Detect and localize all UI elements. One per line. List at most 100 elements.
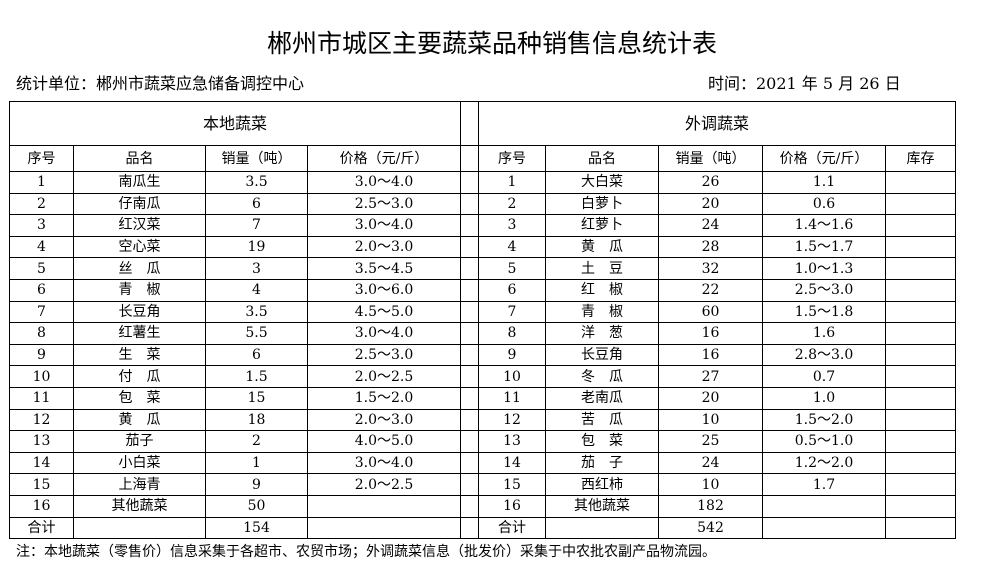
cell: 2.8～3.0: [762, 343, 886, 367]
cell: [460, 101, 479, 146]
cell: 序号: [478, 145, 546, 172]
cell: 1.5～1.8: [762, 300, 886, 324]
cell: 10: [9, 365, 74, 388]
cell: 付 瓜: [73, 365, 206, 388]
row: 15 上海青 9 2.0～2.5 15 西红柿 10 1.7: [9, 473, 956, 496]
cell: 品名: [545, 145, 659, 172]
cell: 11: [478, 386, 546, 410]
row: 2 仔南瓜 6 2.5～3.0 2 白萝卜 20 0.6: [9, 192, 956, 216]
cell: 销量（吨）: [658, 145, 763, 172]
row: 8 红薯生 5.5 3.0～4.0 8 洋 葱 16 1.6: [9, 322, 956, 345]
cell: 7: [478, 300, 546, 324]
cell: [762, 494, 886, 518]
cell: 14: [9, 451, 74, 475]
cell: [885, 322, 956, 345]
cell: [460, 145, 479, 172]
cell: 154: [205, 516, 308, 540]
cell: 6: [9, 278, 74, 302]
row: 合计 154 合计 542: [9, 516, 956, 540]
cell: 9: [478, 343, 546, 367]
cell: 青 椒: [73, 278, 206, 302]
cell: 1.6: [762, 322, 886, 345]
cell: 南瓜生: [73, 171, 206, 194]
cell: 4: [9, 235, 74, 259]
cell: [885, 473, 956, 496]
cell: [885, 214, 956, 237]
cell: 1.1: [762, 171, 886, 194]
cell: 28: [658, 235, 763, 259]
cell: 15: [205, 386, 308, 410]
cell: 本地蔬菜: [9, 101, 461, 146]
cell: 丝 瓜: [73, 257, 206, 280]
cell: [885, 386, 956, 410]
cell: 白萝卜: [545, 192, 659, 216]
cell: 茄 子: [545, 451, 659, 475]
note: 注：本地蔬菜（零售价）信息采集于各超市、农贸市场；外调蔬菜信息（批发价）采集于中…: [16, 544, 716, 560]
cell: 5.5: [205, 322, 308, 345]
cell: 4: [478, 235, 546, 259]
cell: 8: [9, 322, 74, 345]
row: 4 空心菜 19 2.0～3.0 4 黄 瓜 28 1.5～1.7: [9, 235, 956, 259]
cell: [460, 343, 479, 367]
cell: 冬 瓜: [545, 365, 659, 388]
cell: 1.2～2.0: [762, 451, 886, 475]
cell: [460, 192, 479, 216]
cell: 27: [658, 365, 763, 388]
cell: [885, 192, 956, 216]
cell: 24: [658, 214, 763, 237]
row: 16 其他蔬菜 50 16 其他蔬菜 182: [9, 494, 956, 518]
cell: 16: [478, 494, 546, 518]
cell: 老南瓜: [545, 386, 659, 410]
row: 13 茄子 2 4.0～5.0 13 包 菜 25 0.5～1.0: [9, 430, 956, 453]
cell: 2.0～3.0: [307, 408, 461, 432]
cell: [460, 300, 479, 324]
cell: 5: [478, 257, 546, 280]
cell: 西红柿: [545, 473, 659, 496]
cell: 13: [478, 430, 546, 453]
cell: [460, 516, 479, 540]
cell: 25: [658, 430, 763, 453]
cell: 1: [478, 171, 546, 194]
title: 郴州市城区主要蔬菜品种销售信息统计表: [266, 29, 717, 58]
cell: 2.0～2.5: [307, 473, 461, 496]
cell: 青 椒: [545, 300, 659, 324]
cell: 红汉菜: [73, 214, 206, 237]
cell: [307, 494, 461, 518]
cell: 1: [205, 451, 308, 475]
cell: 1.5～2.0: [762, 408, 886, 432]
cell: [885, 235, 956, 259]
cell: [762, 516, 886, 540]
cell: [885, 516, 956, 540]
cell: 20: [658, 192, 763, 216]
cell: 0.7: [762, 365, 886, 388]
cell: 24: [658, 451, 763, 475]
cell: 茄子: [73, 430, 206, 453]
cell: [460, 430, 479, 453]
cell: [885, 494, 956, 518]
cell: 生 菜: [73, 343, 206, 367]
cell: [885, 451, 956, 475]
cell: 50: [205, 494, 308, 518]
cell: 3: [478, 214, 546, 237]
cell: 4.0～5.0: [307, 430, 461, 453]
row: 序号 品名 销量（吨） 价格（元/斤） 序号 品名 销量（吨） 价格（元/斤） 库存: [9, 145, 956, 172]
cell: 3.0～4.0: [307, 451, 461, 475]
cell: 3.5: [205, 300, 308, 324]
cell: 32: [658, 257, 763, 280]
cell: 2.0～2.5: [307, 365, 461, 388]
cell: 15: [9, 473, 74, 496]
row: 10 付 瓜 1.5 2.0～2.5 10 冬 瓜 27 0.7: [9, 365, 956, 388]
cell: [460, 408, 479, 432]
cell: 22: [658, 278, 763, 302]
cell: 外调蔬菜: [478, 101, 956, 146]
cell: 包 菜: [73, 386, 206, 410]
cell: 182: [658, 494, 763, 518]
cell: 7: [205, 214, 308, 237]
cell: [885, 257, 956, 280]
cell: 包 菜: [545, 430, 659, 453]
cell: 2: [9, 192, 74, 216]
row: 7 长豆角 3.5 4.5～5.0 7 青 椒 60 1.5～1.8: [9, 300, 956, 324]
cell: [460, 235, 479, 259]
cell: 长豆角: [545, 343, 659, 367]
